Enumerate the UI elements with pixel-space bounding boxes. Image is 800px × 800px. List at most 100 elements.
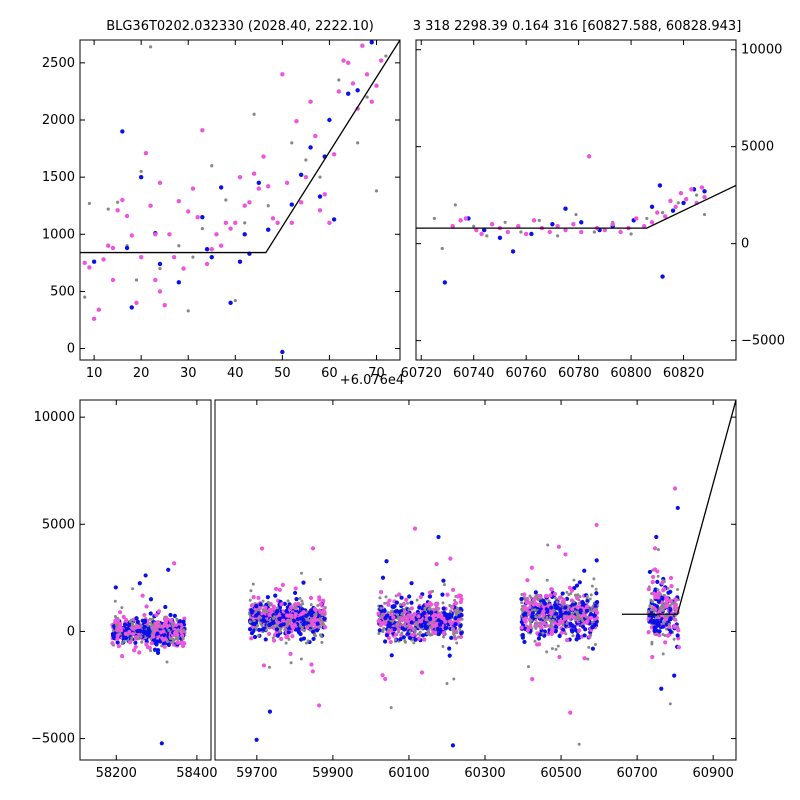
data-point (151, 628, 155, 632)
data-point (577, 617, 581, 621)
data-point (144, 642, 149, 647)
data-point (161, 632, 167, 638)
data-point (545, 616, 549, 620)
data-point (426, 622, 430, 626)
data-point (662, 621, 666, 625)
y-tick-label: 1000 (42, 227, 75, 242)
data-point (519, 230, 523, 234)
data-point (444, 612, 449, 617)
data-point (574, 593, 578, 597)
data-point (148, 45, 153, 49)
data-point (171, 254, 177, 260)
data-point (393, 638, 397, 642)
data-point (387, 627, 391, 631)
data-point (570, 629, 575, 634)
data-point (522, 592, 527, 597)
data-point (124, 213, 130, 219)
data-point (546, 543, 550, 547)
data-point (289, 661, 293, 665)
data-point (579, 220, 584, 225)
data-point (441, 601, 445, 605)
data-point (300, 571, 304, 575)
data-point (594, 607, 598, 611)
data-point (662, 214, 668, 219)
data-point (592, 230, 596, 234)
data-point (436, 631, 441, 637)
data-point (523, 231, 529, 237)
data-point (309, 613, 314, 618)
panel-top-left-offset-label: +6.076e4 (340, 373, 404, 388)
data-point (556, 544, 561, 549)
data-point (142, 618, 147, 623)
data-point (520, 632, 525, 638)
data-point (180, 633, 185, 638)
data-point (254, 609, 258, 613)
data-point (378, 596, 382, 600)
data-point (522, 617, 527, 622)
data-point (661, 652, 665, 656)
data-point (463, 216, 469, 221)
data-point (407, 608, 411, 612)
data-point (656, 598, 662, 603)
data-point (273, 593, 278, 598)
data-point (242, 203, 247, 208)
x-tick-label: 60900 (693, 766, 734, 781)
y-tick-label: 5000 (42, 517, 75, 532)
data-point (534, 626, 538, 630)
data-point (590, 609, 594, 613)
data-point (388, 639, 393, 645)
data-point (157, 289, 163, 294)
data-point (149, 641, 154, 646)
data-point (150, 617, 154, 621)
data-point (308, 595, 314, 601)
data-point (672, 486, 678, 491)
data-point (592, 622, 597, 628)
data-point (578, 608, 583, 613)
panel-bottom: 58200 58400 59700 59900 60100 60300 60500 60700… (31, 395, 737, 781)
data-point (401, 612, 405, 616)
data-point (120, 642, 124, 646)
data-point (459, 597, 464, 602)
y-tick-label: 0 (67, 624, 75, 639)
data-point (634, 216, 639, 221)
data-point (331, 217, 337, 222)
data-point (131, 587, 135, 591)
data-point (172, 561, 177, 566)
data-point (223, 220, 229, 226)
data-point (418, 630, 422, 634)
data-point (664, 598, 670, 604)
data-point (318, 625, 322, 629)
data-point (537, 614, 541, 618)
data-point (120, 197, 125, 203)
data-point (602, 227, 608, 233)
data-point (417, 605, 422, 610)
data-point (610, 222, 615, 227)
data-point (140, 640, 144, 644)
data-point (149, 649, 153, 653)
data-point (459, 631, 464, 636)
data-point (547, 599, 551, 603)
data-point (536, 602, 541, 608)
data-point (416, 632, 420, 636)
data-point (127, 629, 132, 635)
data-point (383, 601, 387, 605)
data-point (571, 615, 576, 620)
data-point (320, 640, 324, 644)
data-point (395, 624, 399, 628)
data-point (386, 611, 390, 615)
data-point (289, 220, 294, 226)
data-point (568, 710, 573, 715)
data-point (573, 610, 577, 614)
data-point (157, 639, 162, 644)
data-point (641, 223, 647, 229)
data-point (224, 198, 228, 202)
data-point (670, 208, 676, 213)
data-point (379, 606, 383, 610)
data-point (318, 175, 322, 179)
data-point (210, 164, 214, 168)
data-point (186, 209, 191, 214)
data-point (82, 260, 87, 266)
data-point (204, 261, 210, 267)
y-tick-label: 0 (67, 342, 75, 357)
data-point (391, 615, 396, 620)
